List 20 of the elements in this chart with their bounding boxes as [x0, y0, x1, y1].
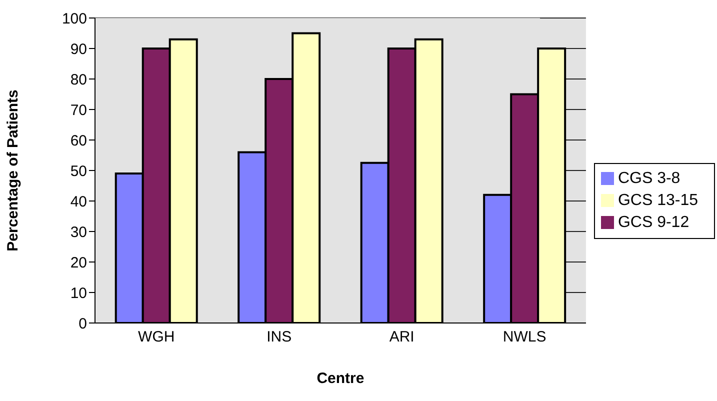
y-tick-label: 40: [70, 193, 87, 210]
y-axis-title: Percentage of Patients: [4, 90, 22, 252]
y-tick-label: 20: [70, 254, 87, 272]
x-tick-label: INS: [266, 328, 292, 346]
y-tick-label: 100: [62, 10, 87, 28]
legend-label: CGS 3-8: [618, 170, 680, 186]
y-tick-label: 0: [78, 315, 87, 332]
x-tick-label: ARI: [389, 328, 414, 346]
y-tick-label: 10: [70, 284, 87, 302]
x-axis-title: Centre: [316, 370, 364, 387]
y-tick-label: 60: [70, 132, 87, 150]
y-tick-label: 70: [70, 102, 87, 119]
legend-label: GCS 13-15: [618, 192, 698, 208]
y-tick-label: 30: [70, 224, 87, 241]
y-tick-label: 80: [70, 71, 87, 88]
x-tick-label: NWLS: [502, 328, 546, 346]
y-tick-label: 90: [70, 40, 87, 58]
x-tick-label: WGH: [138, 328, 175, 346]
legend-label: GCS 9-12: [618, 214, 690, 230]
y-tick-label: 50: [70, 162, 87, 180]
